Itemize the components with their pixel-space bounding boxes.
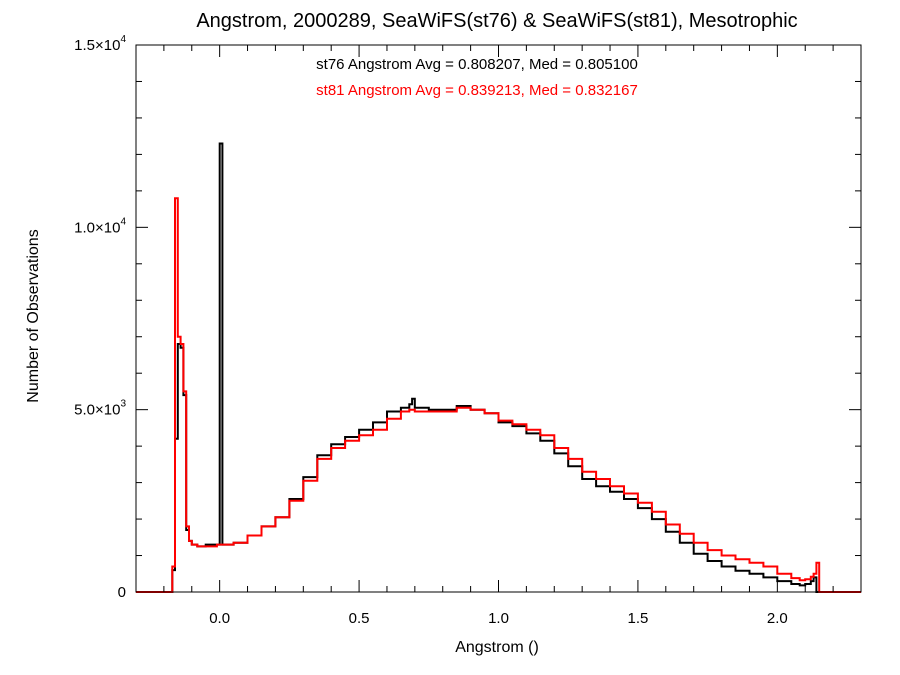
y-tick-label: 1.5×104 [74,34,126,54]
x-tick-label: 1.0 [488,610,509,627]
ticks-layer: 0.0 0.5 1.0 1.5 2.0 0 5.0×103 1.0×104 1.5×104 [74,34,861,627]
series-line-0 [136,142,861,593]
x-tick-label: 1.5 [627,610,648,627]
x-tick-label: 0.5 [349,610,370,627]
x-tick-label: 0.0 [209,610,230,627]
series-layer [136,142,861,593]
st81-stats-annotation: st81 Angstrom Avg = 0.839213, Med = 0.83… [316,82,638,99]
st76-stats-annotation: st76 Angstrom Avg = 0.808207, Med = 0.80… [316,56,638,73]
y-axis-label: Number of Observations [25,229,42,402]
x-tick-label: 2.0 [767,610,788,627]
plot-frame [135,44,862,593]
series-line-1 [136,197,861,593]
chart-title: Angstrom, 2000289, SeaWiFS(st76) & SeaWi… [196,10,797,32]
x-axis-label: Angstrom () [455,639,539,656]
y-tick-label: 0 [118,584,126,601]
y-tick-label: 5.0×103 [74,399,126,419]
y-tick-label: 1.0×104 [74,216,126,236]
